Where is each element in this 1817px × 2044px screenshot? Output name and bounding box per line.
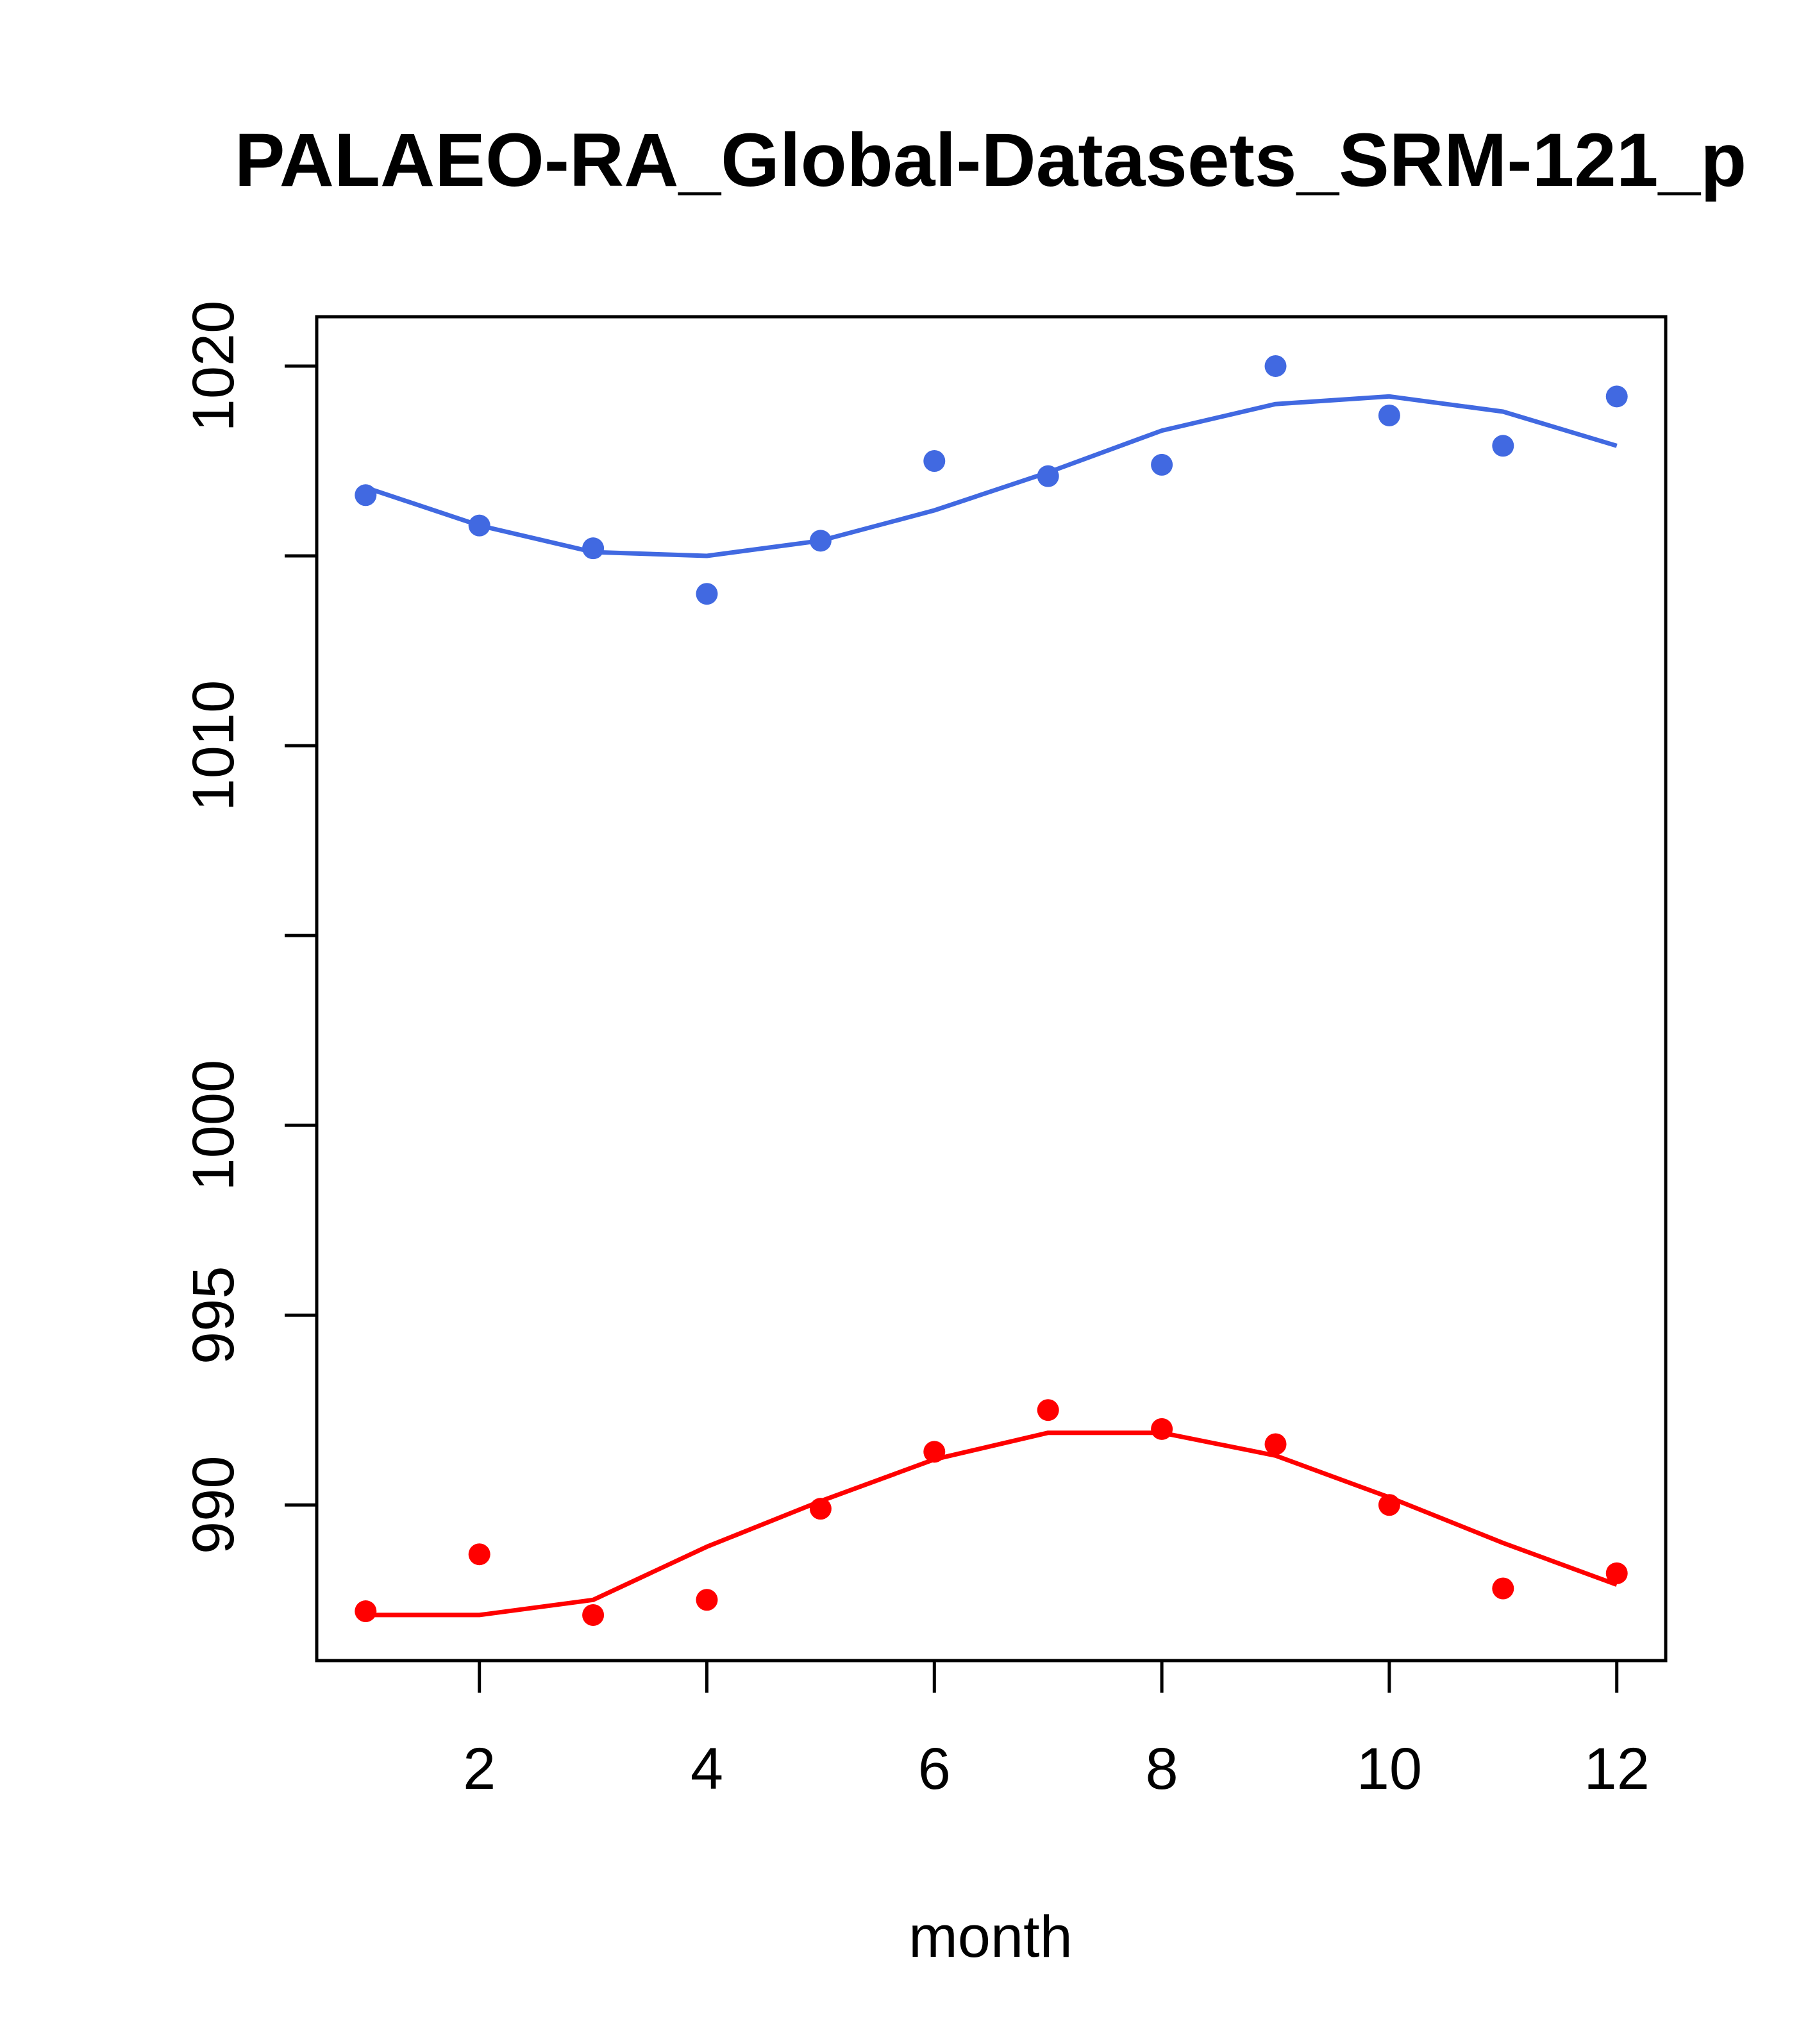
y-tick-label: 1020	[181, 301, 246, 432]
x-axis-label: month	[908, 1904, 1073, 1970]
upper-series-point	[809, 530, 832, 552]
upper-series-point	[1037, 465, 1059, 487]
y-axis: 990 995 1000 1010 1020	[181, 301, 317, 1554]
upper-series-point	[696, 583, 718, 605]
y-tick-label: 990	[181, 1455, 246, 1554]
x-tick-label: 4	[691, 1736, 723, 1802]
lower-series-point	[923, 1441, 946, 1463]
x-tick-label: 10	[1357, 1736, 1422, 1802]
lower-series-point	[696, 1589, 718, 1611]
lower-series-point	[1605, 1562, 1628, 1584]
upper-series-point	[1264, 355, 1287, 377]
x-tick-label: 8	[1146, 1736, 1178, 1802]
upper-series-point	[582, 537, 605, 560]
y-tick-label: 995	[181, 1266, 246, 1364]
lower-series-point	[1037, 1399, 1059, 1421]
lower-series-point	[468, 1543, 490, 1566]
upper-series-point	[468, 514, 490, 537]
upper-series-point	[1151, 453, 1173, 476]
upper-series-line	[365, 394, 1618, 558]
x-tick-label: 2	[463, 1736, 496, 1802]
lower-series-point	[1378, 1494, 1400, 1516]
lower-series-line	[365, 1430, 1618, 1618]
upper-series-point	[923, 449, 946, 472]
upper-series-point	[1492, 435, 1514, 457]
lower-series-point	[1264, 1433, 1287, 1455]
upper-series-point	[1378, 404, 1400, 426]
y-tick-label: 1010	[181, 680, 246, 812]
lower-series-point	[1492, 1577, 1514, 1600]
x-tick-label: 6	[918, 1736, 951, 1802]
series-layer	[355, 355, 1628, 1626]
upper-series-point	[355, 484, 377, 507]
chart-title: PALAEO-RA_Global-Datasets_SRM-121_p	[235, 118, 1746, 203]
lower-series-point	[1151, 1418, 1173, 1440]
lower-series-point	[355, 1600, 377, 1623]
x-axis: 2 4 6 8 10 12	[463, 1661, 1650, 1802]
lower-series-point	[582, 1604, 605, 1626]
y-tick-label: 1000	[181, 1060, 246, 1191]
lower-series-point	[809, 1498, 832, 1520]
upper-series-point	[1605, 385, 1628, 408]
x-tick-label: 12	[1584, 1736, 1650, 1802]
plot-frame	[315, 315, 1668, 1663]
